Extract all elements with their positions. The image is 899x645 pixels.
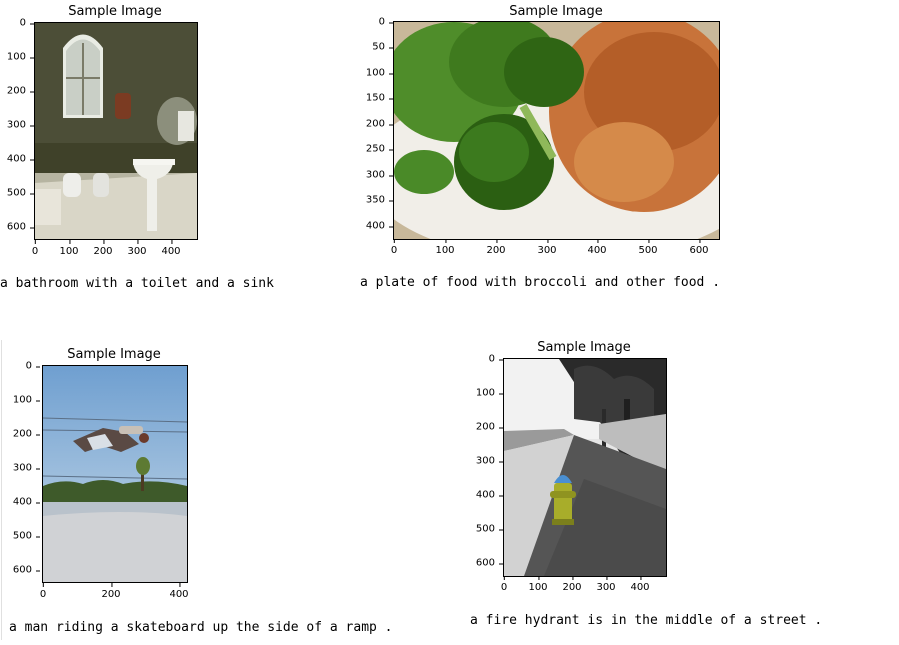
y-tick-label: 0 — [0, 361, 40, 372]
bathroom-photo — [35, 23, 197, 239]
plot-title: Sample Image — [509, 4, 603, 19]
food-plate-photo — [394, 22, 719, 239]
y-tick-label: 300 — [0, 120, 34, 131]
image-axes — [503, 358, 667, 577]
y-tick-label: 100 — [351, 68, 393, 79]
fire-hydrant-photo — [504, 359, 666, 576]
y-tick-label: 250 — [351, 144, 393, 155]
y-tick-label: 200 — [461, 422, 503, 433]
x-tick-label: 400 — [587, 239, 607, 256]
y-tick-label: 300 — [0, 463, 40, 474]
skateboarder-photo — [43, 366, 187, 582]
y-tick-label: 500 — [0, 531, 40, 542]
cell-divider — [1, 340, 2, 640]
image-caption: a plate of food with broccoli and other … — [360, 275, 721, 290]
x-tick-label: 0 — [500, 576, 508, 593]
image-caption: a man riding a skateboard up the side of… — [9, 620, 393, 635]
x-tick-label: 300 — [537, 239, 557, 256]
x-tick-label: 0 — [390, 239, 398, 256]
y-tick-label: 200 — [0, 86, 34, 97]
y-tick-label: 400 — [461, 490, 503, 501]
y-tick-label: 400 — [351, 221, 393, 232]
y-tick-label: 300 — [461, 456, 503, 467]
x-tick-label: 400 — [630, 576, 650, 593]
x-tick-label: 200 — [562, 576, 582, 593]
x-tick-label: 500 — [638, 239, 658, 256]
plot-title: Sample Image — [537, 340, 631, 355]
x-tick-label: 200 — [486, 239, 506, 256]
y-tick-label: 600 — [0, 565, 40, 576]
y-tick-label: 0 — [461, 354, 503, 365]
y-tick-label: 600 — [461, 558, 503, 569]
y-tick-label: 100 — [0, 52, 34, 63]
x-tick-label: 300 — [127, 240, 147, 257]
plot-title: Sample Image — [68, 4, 162, 19]
y-tick-label: 400 — [0, 497, 40, 508]
x-tick-label: 300 — [596, 576, 616, 593]
image-caption: a bathroom with a toilet and a sink — [0, 276, 274, 291]
y-tick-label: 300 — [351, 170, 393, 181]
x-tick-label: 0 — [39, 583, 47, 600]
x-tick-label: 400 — [169, 583, 189, 600]
x-tick-label: 100 — [528, 576, 548, 593]
y-tick-label: 100 — [0, 395, 40, 406]
y-tick-label: 600 — [0, 222, 34, 233]
y-tick-label: 200 — [0, 429, 40, 440]
y-tick-label: 400 — [0, 154, 34, 165]
x-tick-label: 100 — [59, 240, 79, 257]
y-tick-label: 0 — [0, 18, 34, 29]
y-tick-label: 200 — [351, 119, 393, 130]
x-tick-label: 600 — [689, 239, 709, 256]
x-tick-label: 200 — [101, 583, 121, 600]
y-tick-label: 500 — [461, 524, 503, 535]
image-axes — [42, 365, 188, 583]
y-tick-label: 50 — [351, 42, 393, 53]
plot-title: Sample Image — [67, 347, 161, 362]
x-tick-label: 200 — [93, 240, 113, 257]
y-tick-label: 500 — [0, 188, 34, 199]
x-tick-label: 400 — [161, 240, 181, 257]
image-axes — [393, 21, 720, 240]
x-tick-label: 100 — [435, 239, 455, 256]
y-tick-label: 100 — [461, 388, 503, 399]
y-tick-label: 0 — [351, 17, 393, 28]
y-tick-label: 150 — [351, 93, 393, 104]
x-tick-label: 0 — [31, 240, 39, 257]
y-tick-label: 350 — [351, 195, 393, 206]
image-axes — [34, 22, 198, 240]
image-caption: a fire hydrant is in the middle of a str… — [470, 613, 823, 628]
